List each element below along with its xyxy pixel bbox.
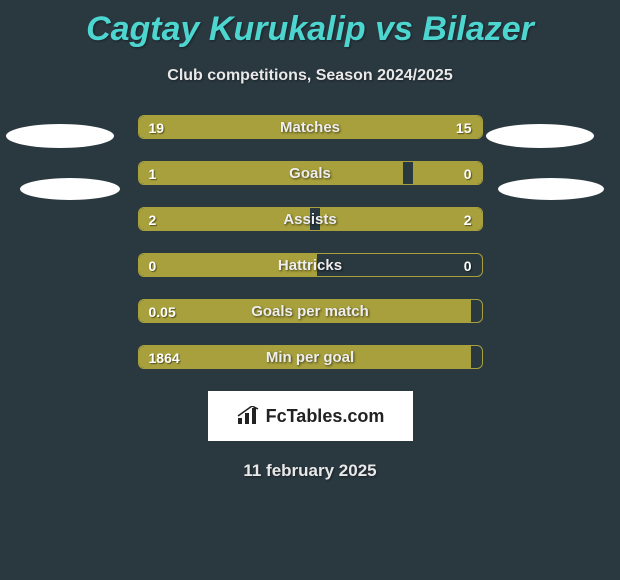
fctables-logo: FcTables.com (208, 391, 413, 441)
chart-icon (236, 406, 260, 426)
bar-left-fill (139, 346, 472, 368)
value-left: 0.05 (149, 300, 176, 323)
stat-row: 0.05Goals per match (0, 299, 620, 323)
logo-text: FcTables.com (266, 406, 385, 427)
bar-right-fill (320, 208, 481, 230)
value-left: 1864 (149, 346, 180, 369)
date-label: 11 february 2025 (0, 461, 620, 481)
stat-row: 1864Min per goal (0, 345, 620, 369)
stat-bar: 22Assists (138, 207, 483, 231)
value-left: 0 (149, 254, 157, 277)
value-right: 2 (464, 208, 472, 231)
subtitle: Club competitions, Season 2024/2025 (0, 67, 620, 85)
value-right: 0 (464, 254, 472, 277)
player-marker-ellipse (20, 178, 120, 200)
value-left: 19 (149, 116, 165, 139)
bar-left-fill (139, 116, 331, 138)
player-marker-ellipse (486, 124, 594, 148)
value-left: 1 (149, 162, 157, 185)
stat-bar: 00Hattricks (138, 253, 483, 277)
comparison-chart: 1915Matches10Goals22Assists00Hattricks0.… (0, 115, 620, 481)
bar-left-fill (139, 208, 311, 230)
stat-row: 22Assists (0, 207, 620, 231)
stat-row: 00Hattricks (0, 253, 620, 277)
value-left: 2 (149, 208, 157, 231)
stat-bar: 0.05Goals per match (138, 299, 483, 323)
bar-left-fill (139, 254, 317, 276)
page-title: Cagtay Kurukalip vs Bilazer (0, 0, 620, 49)
stat-bar: 1864Min per goal (138, 345, 483, 369)
value-right: 15 (456, 116, 472, 139)
bar-left-fill (139, 300, 472, 322)
player-marker-ellipse (498, 178, 604, 200)
value-right: 0 (464, 162, 472, 185)
stat-bar: 1915Matches (138, 115, 483, 139)
bar-left-fill (139, 162, 403, 184)
player-marker-ellipse (6, 124, 114, 148)
stat-bar: 10Goals (138, 161, 483, 185)
